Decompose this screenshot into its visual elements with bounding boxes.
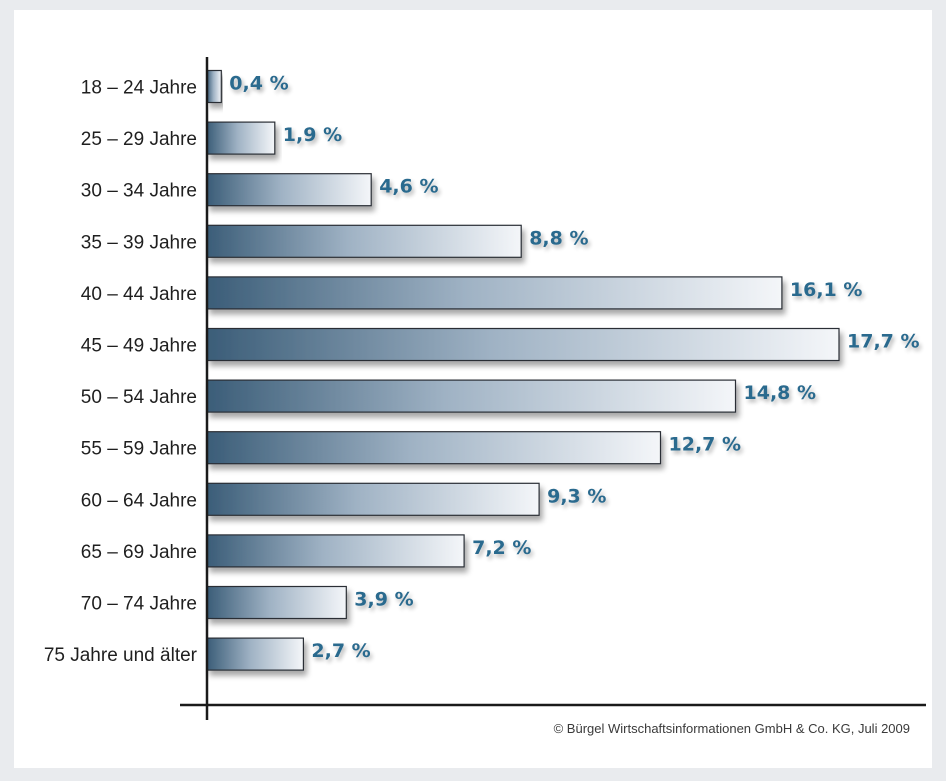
category-label: 60 – 64 Jahre <box>81 490 197 511</box>
bar <box>206 637 305 671</box>
category-label: 45 – 49 Jahre <box>81 336 197 357</box>
value-label: 3,9 % <box>354 589 413 611</box>
category-label: 25 – 29 Jahre <box>81 129 197 150</box>
value-label: 4,6 % <box>379 176 438 198</box>
bar <box>206 69 222 104</box>
bar <box>206 585 347 620</box>
value-label: 7,2 % <box>472 537 531 559</box>
category-label: 65 – 69 Jahre <box>81 542 197 563</box>
bar <box>206 431 662 465</box>
bar <box>206 173 372 207</box>
bar <box>206 276 783 310</box>
value-label: 2,7 % <box>311 640 370 662</box>
value-label: 9,3 % <box>547 485 606 507</box>
bar <box>206 327 840 362</box>
bar <box>206 379 737 413</box>
value-label: 1,9 % <box>283 124 342 146</box>
category-label: 70 – 74 Jahre <box>81 594 197 615</box>
copyright-note: © Bürgel Wirtschaftsinformationen GmbH &… <box>554 721 910 736</box>
value-labels: 0,4 % 1,9 % 4,6 % 8,8 % 16,1 % 17,7 % 14,8 % 12… <box>229 73 919 663</box>
value-label: 14,8 % <box>744 382 817 404</box>
category-label: 35 – 39 Jahre <box>81 232 197 253</box>
bar <box>206 224 522 258</box>
category-label: 40 – 44 Jahre <box>81 284 197 305</box>
value-label: 0,4 % <box>229 73 288 95</box>
value-label: 12,7 % <box>669 434 742 456</box>
value-label: 17,7 % <box>847 331 920 353</box>
category-label: 55 – 59 Jahre <box>81 439 197 460</box>
category-labels: 18 – 24 Jahre 25 – 29 Jahre 30 – 34 Jahre 3… <box>44 78 198 667</box>
bar <box>206 482 540 516</box>
bars-layer <box>206 69 840 671</box>
category-label: 30 – 34 Jahre <box>81 181 197 202</box>
bar <box>206 121 276 155</box>
value-label: 16,1 % <box>790 279 863 301</box>
value-label: 8,8 % <box>529 227 588 249</box>
bar <box>206 534 465 568</box>
category-label: 75 Jahre und älter <box>44 645 198 666</box>
category-label: 18 – 24 Jahre <box>81 78 197 99</box>
category-label: 50 – 54 Jahre <box>81 387 197 408</box>
